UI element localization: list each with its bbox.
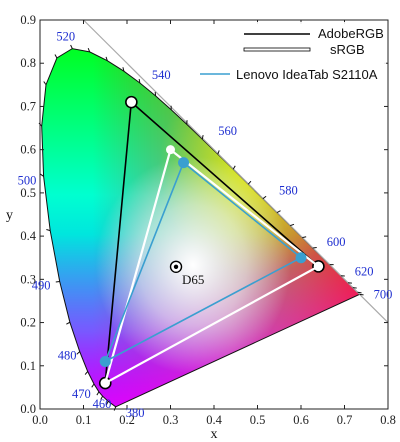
wavelength-tick bbox=[96, 391, 100, 396]
primary-point bbox=[178, 157, 190, 169]
y-tick-label: 0.0 bbox=[20, 402, 36, 416]
series-srgb bbox=[100, 145, 323, 388]
wavelength-label-600: 600 bbox=[327, 235, 346, 249]
wavelength-tick bbox=[70, 44, 73, 49]
y-tick-label: 0.3 bbox=[20, 272, 36, 286]
series-lenovo-ideatab-s2110a bbox=[99, 157, 307, 367]
wavelength-tick bbox=[43, 81, 47, 86]
wavelength-label-520: 520 bbox=[56, 30, 75, 44]
gamut-triangles bbox=[98, 95, 325, 390]
primary-point bbox=[295, 252, 307, 264]
x-tick-label: 0.3 bbox=[163, 413, 179, 427]
primary-point bbox=[125, 95, 138, 109]
y-tick-label: 0.6 bbox=[20, 143, 36, 157]
wavelength-tick bbox=[66, 321, 71, 325]
wavelength-tick bbox=[105, 56, 108, 61]
y-tick-label: 0.5 bbox=[20, 186, 36, 200]
y-tick-label: 0.8 bbox=[20, 56, 36, 70]
gamut-triangle bbox=[104, 161, 302, 363]
x-tick-label: 0.6 bbox=[293, 413, 309, 427]
legend-label-lenovo: Lenovo IdeaTab S2110A bbox=[236, 67, 378, 82]
x-plus-y-equals-one-line bbox=[83, 19, 389, 323]
wavelength-tick bbox=[46, 229, 51, 232]
wavelength-tick bbox=[39, 173, 44, 177]
legend-label-adobergb: AdobeRGB bbox=[318, 26, 384, 41]
x-tick-label: 0.5 bbox=[250, 413, 266, 427]
wavelength-label-480: 480 bbox=[58, 349, 77, 363]
wavelength-tick bbox=[359, 293, 364, 296]
d65-white-point: D65 bbox=[169, 260, 204, 287]
wavelength-label-580: 580 bbox=[279, 184, 298, 198]
legend: AdobeRGB sRGB Lenovo IdeaTab S2110A bbox=[200, 22, 386, 88]
wavelength-tick bbox=[232, 165, 236, 170]
x-tick-label: 0.4 bbox=[206, 413, 222, 427]
y-tick-label: 0.2 bbox=[20, 316, 36, 330]
wavelength-tick bbox=[55, 280, 60, 283]
x-tick-label: 0.2 bbox=[119, 413, 135, 427]
wavelength-tick bbox=[302, 236, 307, 239]
wavelength-label-540: 540 bbox=[152, 68, 171, 82]
legend-label-srgb: sRGB bbox=[330, 42, 365, 57]
x-tick-label: 0.7 bbox=[337, 413, 353, 427]
wavelength-tick bbox=[100, 395, 104, 400]
y-tick-label: 0.4 bbox=[20, 229, 36, 243]
wavelength-tick bbox=[217, 150, 220, 155]
wavelength-label-700: 700 bbox=[374, 287, 393, 301]
wavelength-tick bbox=[312, 246, 317, 249]
white-point-dot bbox=[173, 264, 179, 269]
x-axis-title: x bbox=[211, 427, 218, 442]
wavelength-label-560: 560 bbox=[218, 124, 237, 138]
wavelength-tick bbox=[276, 210, 281, 214]
y-axis-title: y bbox=[6, 208, 13, 223]
x-tick-label: 0.8 bbox=[380, 413, 396, 427]
primary-point bbox=[313, 261, 323, 271]
wavelength-tick bbox=[76, 351, 81, 355]
wavelength-tick bbox=[122, 67, 125, 72]
x-tick-label: 0.0 bbox=[32, 413, 48, 427]
wavelength-tick bbox=[262, 195, 267, 200]
wavelength-tick bbox=[105, 401, 109, 406]
wavelength-tick bbox=[138, 78, 141, 84]
wavelength-label-380: 380 bbox=[126, 406, 145, 420]
wavelength-label-470: 470 bbox=[72, 387, 91, 401]
gamut-triangle bbox=[104, 148, 320, 385]
y-tick-label: 0.7 bbox=[20, 99, 36, 113]
primary-point bbox=[100, 378, 110, 388]
wavelength-label-460: 460 bbox=[93, 397, 112, 411]
wavelength-label-620: 620 bbox=[355, 265, 374, 279]
legend-swatch-srgb bbox=[243, 47, 311, 52]
x-tick-label: 0.1 bbox=[76, 413, 92, 427]
primary-point bbox=[166, 145, 175, 155]
wavelength-label-500: 500 bbox=[18, 173, 37, 187]
wavelength-tick bbox=[290, 223, 295, 227]
primary-point bbox=[99, 355, 111, 367]
wavelength-tick bbox=[87, 47, 91, 53]
wavelength-tick bbox=[91, 383, 95, 388]
wavelength-tick bbox=[84, 371, 89, 375]
x-axis-ticks: 0.0 0.1 0.2 0.3 0.4 0.5 0.6 0.7 0.8 bbox=[32, 20, 396, 427]
wavelength-tick bbox=[357, 291, 362, 294]
wavelength-tick bbox=[54, 54, 58, 59]
y-tick-label: 0.9 bbox=[20, 13, 36, 27]
white-point-label: D65 bbox=[182, 272, 204, 287]
y-tick-label: 0.1 bbox=[20, 359, 36, 373]
wavelength-label-490: 490 bbox=[32, 278, 51, 292]
wavelength-tick bbox=[201, 135, 204, 140]
wavelength-tick bbox=[247, 180, 252, 185]
